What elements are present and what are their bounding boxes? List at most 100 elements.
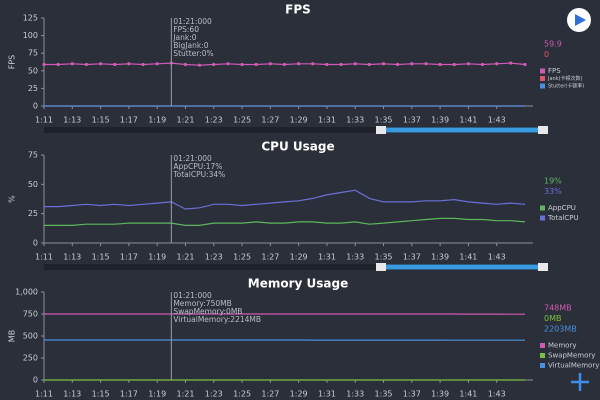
play-icon[interactable]	[575, 14, 586, 26]
data-point	[297, 62, 301, 66]
y-axis-label: MB	[8, 330, 17, 342]
x-tick-label: 1:17	[120, 253, 138, 262]
data-point	[127, 62, 131, 66]
chart-title: FPS	[285, 3, 311, 17]
y-tick-label: 0	[33, 239, 38, 248]
x-tick-label: 1:25	[233, 116, 251, 125]
scroll-track	[44, 264, 545, 270]
x-tick-label: 1:35	[375, 390, 393, 399]
x-tick-label: 1:19	[148, 390, 166, 399]
legend-key	[540, 83, 545, 89]
x-tick-label: 1:25	[233, 253, 251, 262]
data-point	[226, 62, 230, 66]
scroll-range	[382, 264, 542, 270]
x-tick-label: 1:11	[35, 253, 53, 262]
y-tick-label: 75	[28, 151, 38, 160]
x-tick-label: 1:27	[261, 253, 279, 262]
x-tick-label: 1:23	[205, 116, 223, 125]
x-tick-label: 1:19	[148, 116, 166, 125]
y-axis-label: FPS	[8, 55, 17, 70]
data-point	[367, 62, 371, 67]
y-tick-label: 125	[23, 14, 38, 23]
x-tick-label: 1:39	[431, 116, 449, 125]
x-tick-label: 1:29	[290, 390, 308, 399]
data-point	[240, 62, 244, 67]
y-tick-label: 50	[28, 180, 38, 189]
x-tick-label: 1:21	[176, 116, 194, 125]
current-value: 2203MB	[544, 325, 577, 334]
data-point	[311, 62, 315, 66]
legend-label: Jank(卡顿次数)	[547, 75, 583, 82]
data-point	[70, 62, 74, 66]
data-point	[84, 62, 89, 67]
tooltip-text: 01:21:000	[173, 291, 212, 300]
data-point	[438, 62, 442, 67]
x-tick-label: 1:15	[92, 253, 110, 262]
y-tick-label: 25	[28, 84, 38, 93]
x-tick-label: 1:39	[431, 390, 449, 399]
y-tick-label: 500	[23, 332, 38, 341]
play-button[interactable]	[567, 8, 591, 32]
data-point	[452, 62, 456, 67]
legend-label: FPS	[548, 67, 561, 75]
legend-label: Stutter(卡顿率)	[548, 83, 584, 90]
x-tick-label: 1:21	[176, 253, 194, 262]
data-point	[410, 62, 414, 66]
x-tick-label: 1:29	[290, 116, 308, 125]
x-tick-label: 1:25	[233, 390, 251, 399]
tooltip-text: 01:21:000	[173, 17, 212, 26]
x-tick-label: 1:33	[346, 390, 364, 399]
x-tick-label: 1:35	[375, 116, 393, 125]
x-tick-label: 1:17	[120, 116, 138, 125]
chart-title: Memory Usage	[248, 277, 348, 291]
scroll-handle[interactable]	[376, 126, 386, 134]
data-point	[42, 62, 46, 67]
data-point	[254, 62, 258, 67]
y-tick-label: 1,000	[15, 288, 38, 297]
series-line	[44, 189, 526, 210]
x-tick-label: 1:41	[459, 390, 477, 399]
legend-key	[540, 205, 545, 211]
data-point	[396, 62, 400, 67]
series-line	[44, 217, 526, 226]
x-tick-label: 1:43	[488, 116, 506, 125]
legend-label: AppCPU	[548, 204, 576, 212]
legend-key	[540, 363, 545, 368]
scroll-handle[interactable]	[376, 263, 386, 271]
x-tick-label: 1:43	[488, 253, 506, 262]
x-tick-label: 1:37	[403, 253, 421, 262]
y-tick-label: 750	[23, 310, 38, 319]
data-point	[381, 62, 386, 66]
x-tick-label: 1:31	[318, 390, 336, 399]
data-point	[198, 63, 202, 67]
x-tick-label: 1:41	[459, 253, 477, 262]
x-tick-label: 1:23	[205, 253, 223, 262]
legend-label: Memory	[548, 342, 576, 350]
x-tick-label: 1:37	[403, 116, 421, 125]
data-point	[155, 62, 159, 66]
data-point	[353, 62, 357, 66]
data-point	[141, 62, 145, 67]
current-value: 0MB	[544, 314, 561, 323]
x-tick-label: 1:31	[318, 253, 336, 262]
tooltip-text: VirtualMemory:2214MB	[173, 315, 261, 324]
data-point	[282, 62, 287, 67]
x-tick-label: 1:17	[120, 390, 138, 399]
data-point	[56, 62, 60, 67]
legend-label: TotalCPU	[547, 214, 579, 222]
x-tick-label: 1:11	[35, 116, 53, 125]
current-value: 0	[544, 50, 549, 59]
legend-label: SwapMemory	[548, 352, 595, 360]
x-tick-label: 1:23	[205, 390, 223, 399]
tooltip-text: AppCPU:17%	[173, 162, 222, 171]
legend-key	[540, 215, 545, 221]
y-axis-label: %	[8, 195, 17, 203]
y-tick-label: 75	[28, 49, 38, 58]
add-icon[interactable]	[571, 373, 589, 391]
data-point	[183, 62, 188, 67]
tooltip-text: Memory:750MB	[173, 299, 231, 308]
add-button[interactable]	[570, 372, 590, 392]
scroll-handle[interactable]	[538, 126, 548, 134]
scroll-handle[interactable]	[538, 263, 548, 271]
